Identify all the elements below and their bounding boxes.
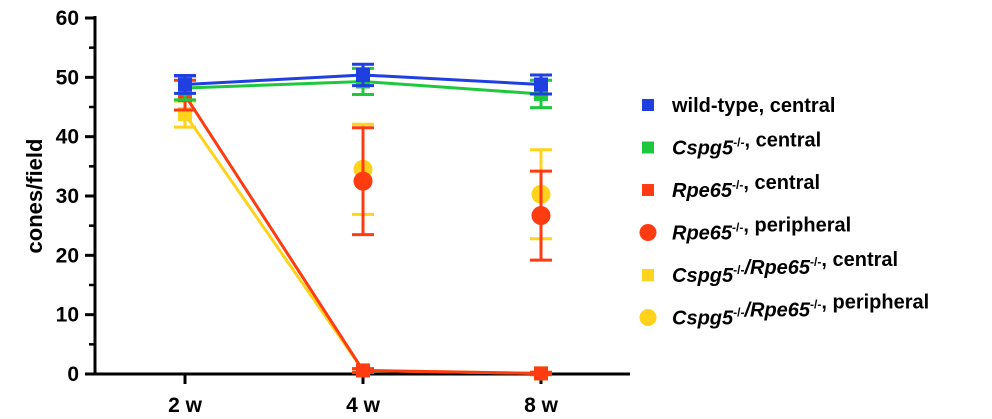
- legend-label-part: Cspg5: [672, 308, 734, 330]
- legend-label: Cspg5-/-/Rpe65-/-, peripheral: [672, 292, 929, 330]
- x-tick-label: 8 w: [524, 394, 559, 417]
- legend-label: Rpe65-/-, central: [672, 172, 820, 202]
- y-tick-label: 30: [56, 185, 79, 208]
- legend-marker: [642, 184, 654, 196]
- legend-label-part: , peripheral: [743, 215, 851, 237]
- legend-marker: [642, 269, 654, 281]
- y-tick-label: 10: [56, 304, 79, 327]
- legend-label-part: , central: [821, 249, 898, 271]
- y-tick-label: 50: [56, 66, 79, 89]
- data-point: [534, 77, 548, 92]
- legend-label: Cspg5-/-/Rpe65-/-, central: [672, 249, 898, 287]
- legend-marker: [642, 99, 654, 111]
- legend-label: Cspg5-/-, central: [672, 130, 821, 160]
- data-point: [531, 206, 551, 226]
- data-point: [534, 366, 548, 381]
- legend-label: Rpe65-/-, peripheral: [672, 215, 851, 245]
- legend-item-rpe65-central: Rpe65-/-, central: [642, 172, 820, 202]
- legend-label-part: -/-: [732, 178, 743, 192]
- legend-label-part: -/-: [732, 221, 743, 235]
- legend-item-wt-central: wild-type, central: [642, 95, 835, 117]
- x-tick-label: 4 w: [346, 394, 381, 417]
- legend-marker: [639, 224, 657, 241]
- legend-label-part: /: [743, 300, 752, 322]
- legend-item-rpe65-peripheral: Rpe65-/-, peripheral: [639, 215, 851, 245]
- series-dko-peripheral: [352, 122, 552, 241]
- legend-label-part: , peripheral: [821, 292, 929, 314]
- legend-label-part: Cspg5: [672, 138, 734, 160]
- legend-item-cspg5-central: Cspg5-/-, central: [642, 130, 821, 160]
- legend-item-dko-central: Cspg5-/-/Rpe65-/-, central: [642, 249, 898, 287]
- series-rpe65-peripheral: [352, 126, 552, 262]
- legend-label-part: Rpe65: [750, 300, 811, 322]
- legend-label-part: -/-: [810, 298, 821, 312]
- legend-label-part: Rpe65: [750, 257, 811, 279]
- legend-label-part: Rpe65: [672, 223, 733, 245]
- legend-label-part: , central: [743, 172, 820, 194]
- x-tick-label: 2 w: [168, 394, 203, 417]
- legend-label-part: /: [743, 257, 752, 279]
- legend-label-part: -/-: [733, 136, 744, 150]
- y-tick-label: 20: [56, 244, 79, 267]
- legend-label: wild-type, central: [671, 95, 835, 117]
- legend-marker: [642, 141, 654, 154]
- y-tick-label: 40: [56, 126, 79, 149]
- legend-label-part: -/-: [733, 263, 744, 277]
- series-wt-central: [174, 62, 552, 96]
- chart-axes: 0 10 20 30 40 50 60 2 w 4 w 8 w: [56, 7, 630, 417]
- y-axis-title: cones/field: [22, 139, 47, 254]
- data-point: [178, 77, 192, 92]
- legend-label-part: , central: [744, 130, 821, 152]
- plot-area: [174, 62, 552, 381]
- legend-label-part: Rpe65: [672, 180, 733, 202]
- data-point: [356, 67, 370, 82]
- y-tick-label: 0: [67, 363, 79, 386]
- legend-marker: [639, 309, 657, 326]
- legend-label-part: -/-: [810, 255, 821, 269]
- legend-label-part: wild-type, central: [671, 95, 835, 117]
- data-point: [353, 171, 373, 191]
- y-tick-label: 60: [56, 7, 79, 30]
- data-point: [356, 363, 370, 378]
- legend-label-part: -/-: [733, 306, 744, 320]
- legend-item-dko-peripheral: Cspg5-/-/Rpe65-/-, peripheral: [639, 292, 929, 330]
- legend-label-part: Cspg5: [672, 265, 734, 287]
